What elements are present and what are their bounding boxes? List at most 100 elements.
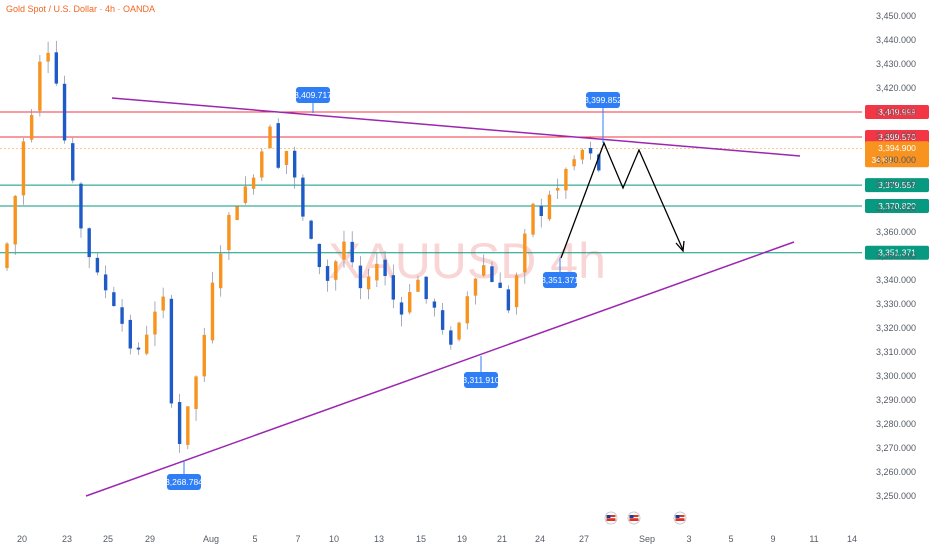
candle-body — [21, 141, 26, 196]
x-tick-label: 20 — [17, 534, 27, 544]
candle-body — [547, 194, 552, 220]
y-tick-label: 3,380.000 — [876, 179, 916, 189]
callout-label: 3,351.371 — [541, 275, 579, 285]
y-tick-label: 3,300.000 — [876, 371, 916, 381]
candle-body — [202, 334, 206, 377]
candle-body — [588, 148, 593, 154]
candle-body — [408, 292, 412, 313]
current-price-tag — [865, 141, 929, 168]
candle-body — [383, 259, 387, 276]
candle-body — [391, 275, 396, 300]
price-axis[interactable]: 3,450.000 3,440.000 3,430.000 3,420.000 3,41… — [876, 11, 916, 501]
candle-body — [375, 263, 379, 281]
x-tick-label: 11 — [809, 534, 818, 544]
candle-body — [432, 301, 437, 308]
us-event-flag-icon[interactable] — [673, 511, 687, 525]
candle-body — [416, 279, 420, 292]
candle-body — [457, 322, 461, 340]
x-tick-label: Aug — [203, 534, 219, 544]
candle-body — [177, 402, 182, 444]
candle-body — [145, 334, 149, 354]
candle-body — [186, 406, 190, 445]
candle-body — [309, 220, 313, 239]
economic-events[interactable] — [604, 511, 687, 525]
price-level-label: 3,370.820 — [878, 201, 916, 211]
candle-body — [350, 241, 354, 263]
candle-body — [95, 257, 100, 273]
x-tick-label: 19 — [457, 534, 467, 544]
candle-body — [366, 276, 371, 290]
candle-body — [136, 347, 141, 350]
candle-body — [317, 243, 322, 268]
flag-white-stripe — [629, 517, 639, 519]
price-level-label: 3,351.371 — [878, 248, 916, 258]
callout-box — [296, 87, 330, 103]
candle-body — [5, 243, 9, 269]
candle-body — [153, 311, 157, 335]
y-tick-label: 3,340.000 — [876, 275, 916, 285]
candle-body — [490, 266, 494, 282]
candle-body — [276, 123, 280, 168]
trendline-lower — [85, 241, 795, 497]
candle-body — [218, 253, 223, 289]
price-level-tag — [865, 178, 929, 193]
candle-body — [580, 149, 585, 160]
x-tick-label: 3 — [686, 534, 691, 544]
us-event-flag-icon[interactable] — [604, 511, 618, 525]
time-axis[interactable]: 20 23 25 29 Aug 5 7 10 13 15 19 21 24 27 Sep 3 5 9 11 14 — [17, 534, 857, 544]
callout-label: 3,399.852 — [584, 95, 622, 105]
candle-body — [268, 126, 272, 149]
candle-body — [531, 203, 535, 235]
trendline-upper — [111, 97, 801, 157]
projection-zigzag — [560, 141, 684, 259]
candle-body — [103, 274, 108, 291]
callout-label: 3,268.784 — [165, 477, 203, 487]
candle-body — [399, 302, 404, 315]
x-tick-label: 14 — [847, 534, 857, 544]
candle-body — [79, 183, 83, 229]
flag-canton — [606, 515, 611, 518]
x-tick-label: Sep — [639, 534, 655, 544]
candle-body — [71, 143, 75, 181]
flag-canton — [629, 515, 634, 518]
price-callouts: 3,409.717 3,399.852 3,351.371 3,311.910 3,26… — [165, 87, 622, 490]
price-level-label: 3,409.999 — [878, 107, 916, 117]
candle-body — [243, 186, 248, 203]
us-event-flag-icon[interactable] — [627, 511, 641, 525]
candle-body — [539, 205, 543, 216]
y-tick-label: 3,360.000 — [876, 227, 916, 237]
candle-body — [235, 206, 239, 220]
y-tick-label: 3,330.000 — [876, 299, 916, 309]
candle-body — [227, 214, 231, 251]
projection-arrowhead — [675, 240, 685, 253]
candle-body — [572, 159, 576, 167]
y-tick-label: 3,450.000 — [876, 11, 916, 21]
candle-body — [465, 296, 469, 324]
candle-body — [514, 275, 519, 308]
candle-body — [38, 61, 42, 111]
candle-body — [169, 298, 174, 404]
candlesticks — [5, 40, 601, 453]
y-tick-label: 3,440.000 — [876, 35, 916, 45]
y-tick-label: 3,280.000 — [876, 419, 916, 429]
countdown-label: 34:01 — [871, 155, 893, 165]
candle-body — [62, 83, 67, 141]
candle-body — [358, 265, 363, 289]
chart-title: Gold Spot / U.S. Dollar · 4h · OANDA — [6, 4, 156, 14]
projection-path[interactable] — [560, 141, 685, 259]
price-level-label: 3,379.557 — [878, 180, 916, 190]
y-tick-label: 3,310.000 — [876, 347, 916, 357]
flag-white-stripe — [606, 517, 616, 519]
candle-body — [260, 151, 264, 178]
trendlines[interactable] — [85, 97, 801, 497]
candle-body — [194, 376, 198, 409]
candle-body — [251, 177, 256, 189]
horizontal-levels[interactable]: 3,409.999 3,399.570 3,379.557 3,370.820 3,35… — [0, 105, 929, 260]
candle-body — [498, 282, 502, 288]
candle-body — [473, 278, 478, 296]
y-tick-label: 3,390.000 — [876, 155, 916, 165]
price-level-label: 3,399.570 — [878, 132, 916, 142]
x-tick-label: 7 — [295, 534, 300, 544]
candle-body — [342, 241, 346, 260]
